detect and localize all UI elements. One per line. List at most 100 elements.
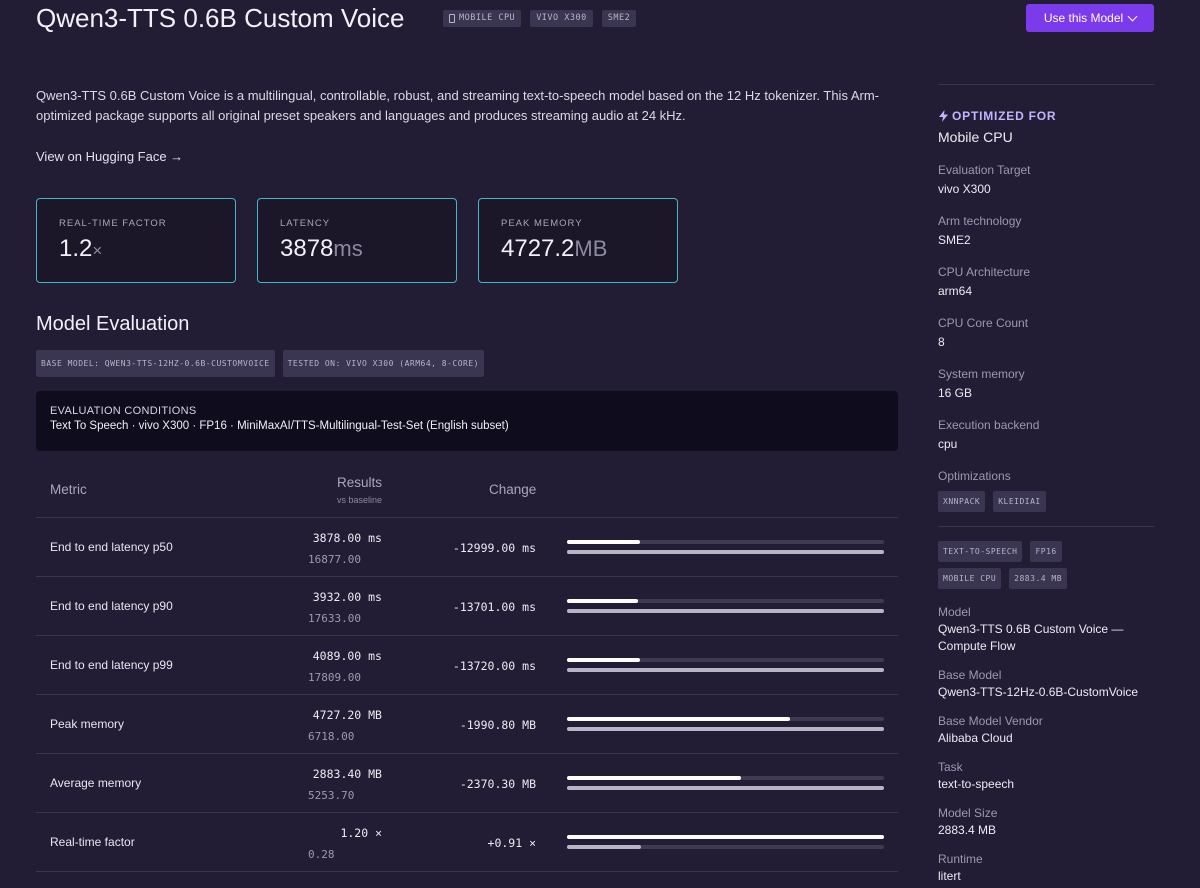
optimizations: Optimizations XNNPACK KLEIDIAI	[938, 469, 1154, 512]
row-baseline: 0.28	[308, 848, 335, 861]
optimizations-label: Optimizations	[938, 469, 1011, 483]
card-number: 4727.2	[501, 235, 575, 262]
table-row: End to end latency p50 3878.00 ms 16877.00…	[36, 518, 898, 577]
row-baseline: 16877.00	[308, 553, 361, 566]
row-result: 4089.00 ms	[312, 649, 382, 663]
conditions-text: Text To Speech · vivo X300 · FP16 · Mini…	[50, 420, 509, 432]
detail-value: litert	[938, 869, 961, 883]
base-model-badge: BASE MODEL: QWEN3-TTS-12HZ-0.6B-CUSTOMVO…	[36, 350, 275, 377]
table-row: End to end latency p99 4089.00 ms 17809.00…	[36, 636, 898, 695]
use-this-model-button[interactable]: Use this Model	[1026, 4, 1154, 32]
badge-mobile-cpu: MOBILE CPU	[443, 10, 522, 27]
row-metric: End to end latency p99	[50, 658, 173, 672]
hugging-face-link[interactable]: View on Hugging Face →	[36, 149, 184, 164]
row-change: -13701.00 ms	[452, 600, 536, 614]
spec-item: CPU Core Count 8	[938, 316, 1154, 349]
detail-value: Alibaba Cloud	[938, 731, 1013, 745]
card-label: PEAK MEMORY	[501, 218, 583, 229]
spec-label: Evaluation Target	[938, 163, 1031, 177]
row-result: 4727.20 MB	[312, 708, 382, 722]
baseline-bar-track	[567, 786, 884, 790]
current-bar-track	[567, 776, 884, 780]
evaluation-conditions: EVALUATION CONDITIONS Text To Speech · v…	[36, 391, 898, 451]
header-results-sub: vs baseline	[336, 495, 382, 505]
detail-item: Model Size 2883.4 MB	[938, 806, 1154, 839]
tag-badge: 2883.4 MB	[1009, 568, 1068, 589]
current-bar-track	[567, 599, 884, 603]
spec-item: Arm technology SME2	[938, 214, 1154, 247]
current-bar	[567, 658, 640, 662]
card-unit: ×	[92, 241, 103, 260]
detail-label: Base Model Vendor	[938, 714, 1043, 728]
detail-label: Task	[938, 760, 963, 774]
header-results: Results	[336, 475, 382, 490]
spec-label: Arm technology	[938, 214, 1022, 228]
section-title: Model Evaluation	[36, 313, 190, 335]
row-baseline: 17633.00	[308, 612, 361, 625]
row-result: 3932.00 ms	[312, 590, 382, 604]
tag-badge: TEXT-TO-SPEECH	[938, 541, 1023, 562]
detail-item: Runtime litert	[938, 852, 1154, 885]
spec-list: Evaluation Target vivo X300 Arm technology…	[938, 163, 1154, 451]
tag-badge: MOBILE CPU	[938, 568, 1002, 589]
badge-label: MOBILE CPU	[459, 13, 516, 23]
card-value: 1.2×	[59, 235, 235, 263]
table-row: Peak memory 4727.20 MB 6718.00 -1990.80 MB	[36, 695, 898, 754]
optimization-badge: XNNPACK	[938, 491, 986, 512]
model-details: Model Qwen3-TTS 0.6B Custom Voice — Compu…	[938, 605, 1154, 885]
row-change: -2370.30 MB	[459, 777, 536, 791]
card-label: LATENCY	[280, 218, 331, 229]
detail-item: Model Qwen3-TTS 0.6B Custom Voice — Compu…	[938, 605, 1154, 655]
detail-value: 2883.4 MB	[938, 823, 997, 837]
spec-item: CPU Architecture arm64	[938, 265, 1154, 298]
current-bar	[567, 540, 640, 544]
row-metric: Real-time factor	[50, 835, 135, 849]
spec-item: System memory 16 GB	[938, 367, 1154, 400]
card-unit: ms	[333, 236, 363, 261]
card-value: 4727.2MB	[501, 235, 677, 263]
badge-technology: SME2	[601, 10, 637, 27]
baseline-bar	[567, 668, 884, 672]
optimized-for-label: OPTIMIZED FOR	[952, 109, 1057, 123]
optimizations-badges: XNNPACK KLEIDIAI	[938, 491, 1154, 512]
card-value: 3878ms	[280, 235, 456, 263]
spec-value: vivo X300	[938, 182, 991, 196]
table-header: Metric Results vs baseline Change	[36, 464, 898, 518]
base-model-link[interactable]: Qwen3-TTS-12Hz-0.6B-CustomVoice	[938, 685, 1139, 699]
current-bar	[567, 599, 638, 603]
page-header: Qwen3-TTS 0.6B Custom Voice MOBILE CPU V…	[36, 4, 1154, 36]
tag-badges: TEXT-TO-SPEECH FP16 MOBILE CPU 2883.4 MB	[938, 541, 1098, 589]
card-number: 3878	[280, 235, 334, 262]
phone-icon	[449, 14, 455, 23]
detail-item: Base Model Qwen3-TTS-12Hz-0.6B-CustomVoic…	[938, 668, 1154, 701]
spec-label: System memory	[938, 367, 1025, 381]
card-peak-memory: PEAK MEMORY 4727.2MB	[478, 198, 678, 283]
optimized-for-value: Mobile CPU	[938, 129, 1013, 145]
card-latency: LATENCY 3878ms	[257, 198, 457, 283]
detail-value: Qwen3-TTS 0.6B Custom Voice — Compute Fl…	[938, 622, 1124, 653]
table-row: Average memory 2883.40 MB 5253.70 -2370.30 …	[36, 754, 898, 813]
detail-item: Base Model Vendor Alibaba Cloud	[938, 714, 1154, 747]
row-metric: End to end latency p50	[50, 540, 173, 554]
card-label: REAL-TIME FACTOR	[59, 218, 167, 229]
row-baseline: 5253.70	[308, 789, 355, 802]
row-change: -1990.80 MB	[459, 718, 536, 732]
baseline-bar-track	[567, 668, 884, 672]
detail-label: Model	[938, 605, 971, 619]
optimization-badge: KLEIDIAI	[993, 491, 1046, 512]
badge-device: VIVO X300	[530, 10, 593, 27]
current-bar-track	[567, 658, 884, 662]
baseline-bar-track	[567, 845, 884, 849]
divider	[938, 84, 1154, 85]
page-title: Qwen3-TTS 0.6B Custom Voice	[36, 3, 405, 33]
tested-on-badge: TESTED ON: VIVO X300 (ARM64, 8-CORE)	[282, 350, 484, 377]
current-bar-track	[567, 835, 884, 839]
row-metric: Peak memory	[50, 717, 125, 731]
optimized-for-heading: OPTIMIZED FOR	[938, 109, 1154, 123]
baseline-bar	[567, 786, 884, 790]
divider	[938, 526, 1154, 527]
table-row: End to end latency p90 3932.00 ms 17633.00…	[36, 577, 898, 636]
evaluation-badges: BASE MODEL: QWEN3-TTS-12HZ-0.6B-CUSTOMVO…	[36, 350, 484, 377]
row-result: 1.20 ×	[340, 826, 382, 840]
tag-badge: FP16	[1030, 541, 1062, 562]
